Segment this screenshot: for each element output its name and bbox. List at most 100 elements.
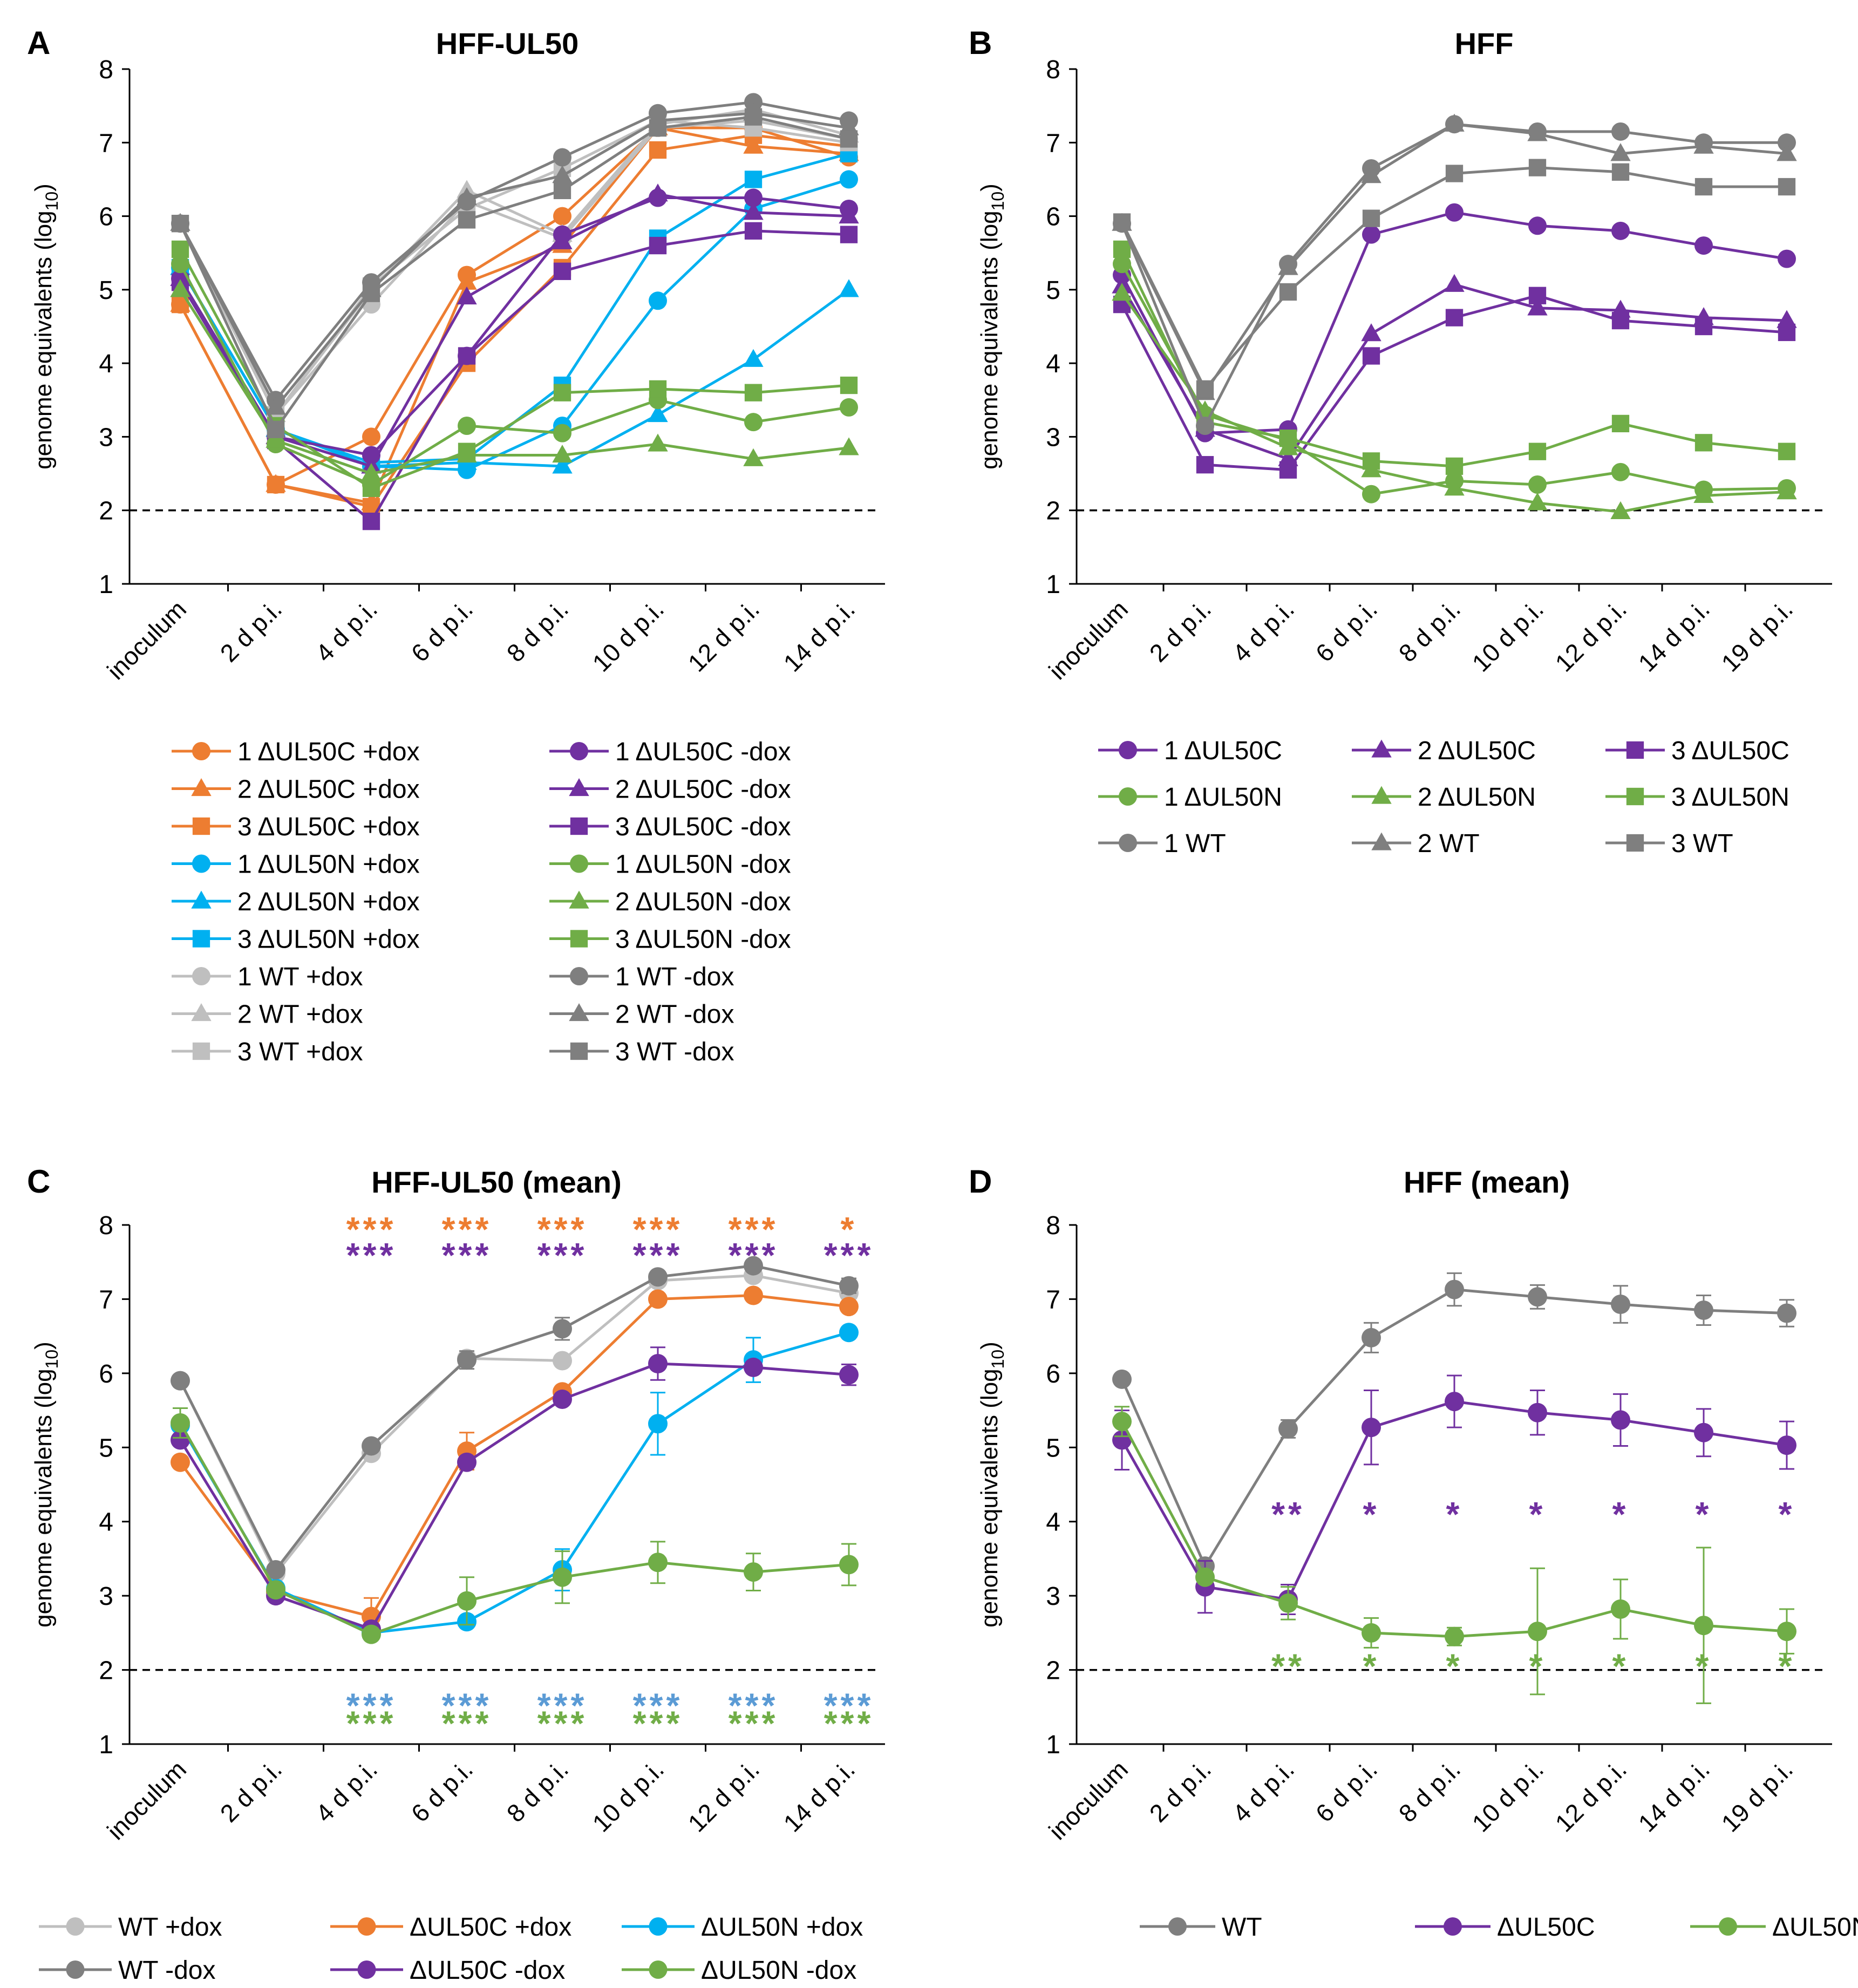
x-tick-label: 4 d p.i. xyxy=(310,1755,383,1827)
data-point xyxy=(840,130,858,148)
legend-label: ΔUL50N +dox xyxy=(701,1913,863,1942)
significance-marker: * xyxy=(1363,1647,1380,1686)
data-point xyxy=(1611,462,1630,481)
significance-marker: *** xyxy=(346,1210,397,1249)
data-point xyxy=(1611,1599,1630,1619)
legend-item: 1 WT xyxy=(1098,829,1226,858)
series--ul50n xyxy=(1112,1406,1796,1704)
data-point xyxy=(1196,456,1214,474)
y-tick-label: 5 xyxy=(1046,276,1060,305)
data-point xyxy=(1279,430,1297,447)
y-tick-label: 7 xyxy=(99,1285,113,1314)
data-point xyxy=(553,181,571,200)
data-point xyxy=(1693,135,1714,154)
y-tick-label: 4 xyxy=(99,350,113,378)
data-point xyxy=(362,1624,381,1644)
data-point xyxy=(1362,1327,1381,1347)
legend-item: 1 ΔUL50C +dox xyxy=(172,738,420,766)
legend-label: WT -dox xyxy=(118,1956,215,1985)
data-point xyxy=(1528,475,1547,494)
data-point xyxy=(839,1323,859,1343)
data-point xyxy=(649,119,667,137)
legend-marker xyxy=(1119,741,1137,759)
legend-marker xyxy=(1168,1917,1187,1936)
x-tick-label: 19 d p.i. xyxy=(1716,1755,1799,1837)
legend-marker xyxy=(1119,787,1137,806)
chart-title: HFF (mean) xyxy=(1404,1165,1570,1199)
legend-label: 1 WT -dox xyxy=(615,963,734,991)
significance-marker: *** xyxy=(633,1704,683,1743)
legend: 1 ΔUL50C +dox 1 ΔUL50C -dox 2 ΔUL50C +dox 2… xyxy=(172,738,791,1066)
data-point xyxy=(839,1276,859,1296)
x-tick-label: 14 d p.i. xyxy=(778,1755,861,1837)
data-point xyxy=(1778,133,1796,152)
data-point xyxy=(171,215,189,233)
y-tick-label: 3 xyxy=(99,1582,113,1611)
data-point xyxy=(1694,1616,1713,1636)
data-point xyxy=(553,1389,572,1409)
data-point xyxy=(553,1567,572,1587)
legend-label: 3 ΔUL50N +dox xyxy=(237,925,420,954)
data-point xyxy=(1279,283,1297,301)
data-point xyxy=(840,398,858,417)
y-tick-label: 1 xyxy=(1046,1731,1060,1759)
legend-label: 2 ΔUL50N +dox xyxy=(237,888,420,916)
legend-item: 3 ΔUL50N xyxy=(1605,783,1789,812)
x-tick-label: 2 d p.i. xyxy=(215,1755,287,1827)
data-point xyxy=(1278,1419,1298,1439)
legend-item: 3 ΔUL50C -dox xyxy=(549,813,791,841)
legend-item: 3 WT xyxy=(1605,829,1733,858)
data-point xyxy=(744,188,763,207)
legend-label: 3 ΔUL50C +dox xyxy=(237,813,420,841)
data-point xyxy=(1528,216,1547,235)
data-point xyxy=(1445,309,1464,326)
legend-item: 1 ΔUL50N +dox xyxy=(172,850,420,879)
chart-title: HFF xyxy=(1455,26,1514,60)
legend-marker xyxy=(1626,741,1644,759)
data-point xyxy=(1777,481,1797,500)
significance-marker: *** xyxy=(442,1686,492,1725)
data-point xyxy=(1278,257,1298,275)
series-line xyxy=(179,119,849,418)
significance-marker: *** xyxy=(824,1704,874,1743)
data-point xyxy=(744,222,763,240)
y-tick-label: 6 xyxy=(1046,203,1060,232)
series-wt-dox xyxy=(171,1256,859,1580)
series--ul50n-dox xyxy=(171,1407,859,1644)
legend-item: 3 ΔUL50C +dox xyxy=(172,813,420,841)
significance-marker: * xyxy=(1529,1495,1546,1534)
y-tick-label: 8 xyxy=(1046,1211,1060,1240)
y-tick-label: 6 xyxy=(1046,1360,1060,1388)
significance-marker: *** xyxy=(824,1236,874,1275)
significance-marker: ** xyxy=(1271,1647,1305,1686)
y-axis-label-sub: 10 xyxy=(988,192,1008,211)
legend-marker xyxy=(192,742,210,760)
legend-label: ΔUL50C +dox xyxy=(410,1913,571,1942)
legend-label: 1 ΔUL50N -dox xyxy=(615,850,791,879)
series-line xyxy=(179,100,849,403)
significance-marker: *** xyxy=(346,1704,397,1743)
significance-marker: * xyxy=(1529,1647,1546,1686)
data-point xyxy=(362,1436,381,1456)
y-tick-label: 3 xyxy=(1046,423,1060,452)
data-point xyxy=(1278,1593,1298,1613)
legend-label: 1 ΔUL50N +dox xyxy=(237,850,420,879)
series-line xyxy=(179,193,849,468)
y-tick-label: 8 xyxy=(1046,56,1060,84)
data-point xyxy=(1528,1622,1547,1642)
panel-c: C HFF-UL50 (mean) 1 2 3 4 5 6 7 8 inoculum 2 d p.i.… xyxy=(27,1163,885,1985)
x-tick-label: 8 d p.i. xyxy=(1393,1755,1466,1827)
data-point xyxy=(1610,143,1631,161)
significance-marker: * xyxy=(1446,1647,1463,1686)
significance-marker: * xyxy=(1612,1495,1629,1534)
data-point xyxy=(552,444,573,463)
data-point xyxy=(1528,159,1547,176)
x-tick-label: 8 d p.i. xyxy=(501,595,574,667)
x-tick-label: 14 d p.i. xyxy=(1633,1755,1716,1837)
significance-marker: *** xyxy=(633,1210,683,1249)
legend-item: 2 WT xyxy=(1352,829,1480,858)
data-point xyxy=(552,231,573,249)
data-point xyxy=(1778,323,1796,342)
data-point xyxy=(1444,274,1465,292)
data-point xyxy=(839,206,859,224)
